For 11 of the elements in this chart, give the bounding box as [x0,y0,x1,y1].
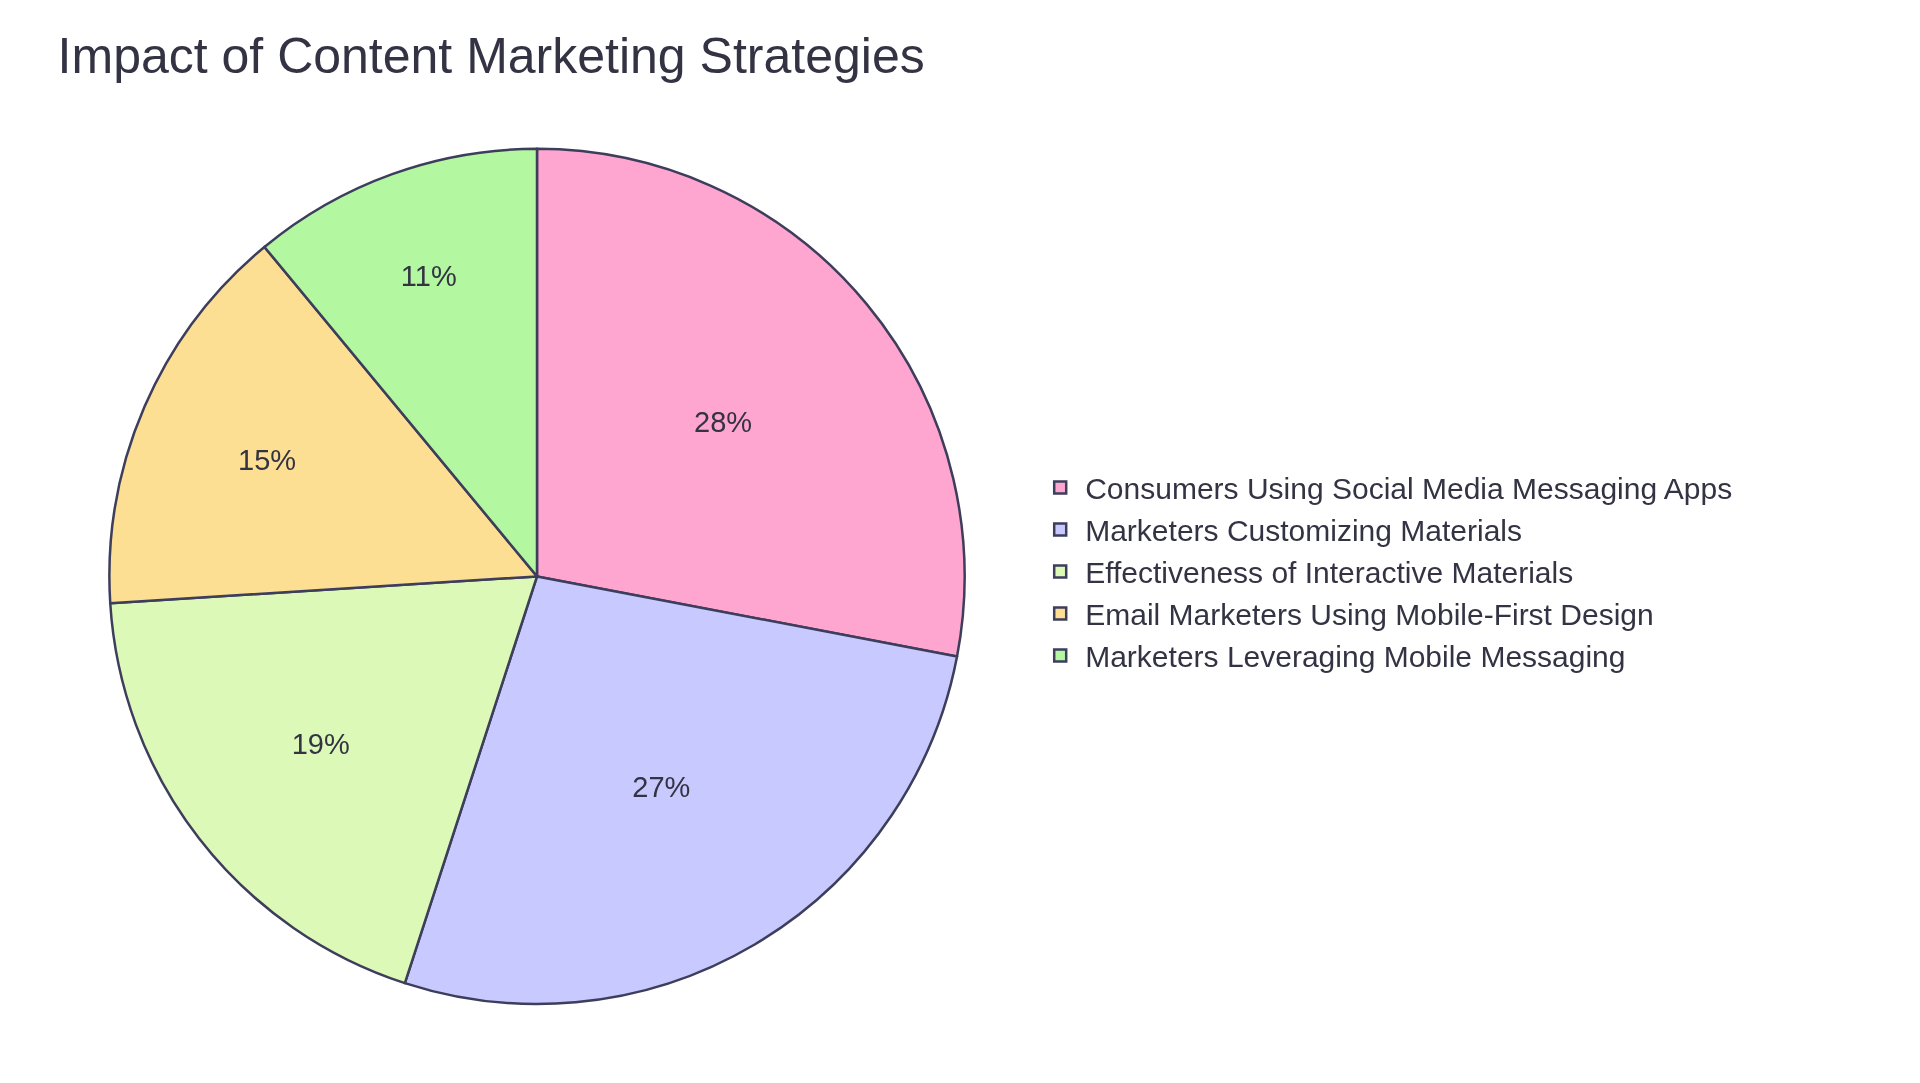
data-label: 11% [400,259,457,292]
data-label: 15% [238,443,297,476]
legend-label: Marketers Customizing Materials [1085,514,1522,548]
legend-label: Email Marketers Using Mobile-First Design [1085,598,1654,632]
legend-label: Marketers Leveraging Mobile Messaging [1085,640,1626,674]
legend-label: Consumers Using Social Media Messaging Apps [1085,472,1733,506]
legend-label: Effectiveness of Interactive Materials [1085,556,1574,590]
data-label: 19% [291,728,350,761]
data-label: 28% [694,406,753,439]
data-label: 27% [632,770,691,803]
chart-title: Impact of Content Marketing Strategies [57,27,925,84]
